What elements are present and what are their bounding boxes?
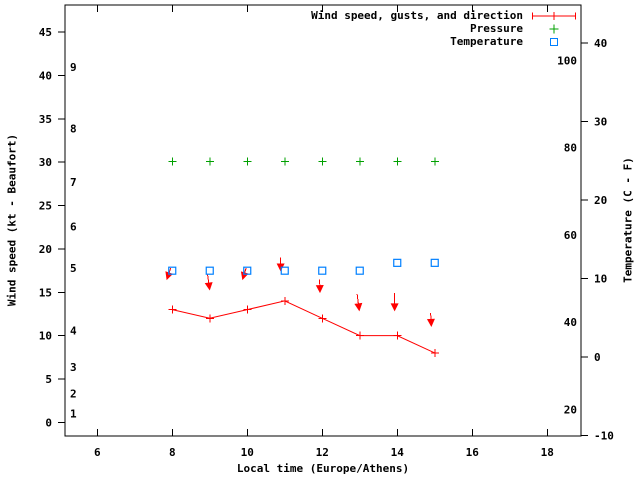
fahrenheit-label: 40 — [564, 316, 577, 329]
kt-tick-label: 5 — [45, 373, 52, 386]
celsius-tick-label: 20 — [594, 194, 607, 207]
pressure-plus-icon — [531, 23, 577, 35]
plot-border — [64, 4, 582, 437]
legend-row-pressure: Pressure — [311, 22, 577, 35]
gust-arrow-head — [204, 282, 213, 291]
wind-line-plus-icon — [531, 10, 577, 22]
legend-row-wind: Wind speed, gusts, and direction — [311, 9, 577, 22]
gust-arrow-head — [240, 271, 249, 281]
kt-tick-label: 0 — [45, 416, 52, 429]
fahrenheit-label: 60 — [564, 229, 577, 242]
legend-row-temperature: Temperature — [311, 35, 577, 48]
gust-arrow-head — [276, 263, 285, 272]
x-axis-title: Local time (Europe/Athens) — [236, 462, 410, 475]
beaufort-label: 3 — [70, 361, 77, 374]
legend-label-wind: Wind speed, gusts, and direction — [311, 9, 523, 22]
temperature-square-icon — [531, 36, 577, 48]
temperature-marker — [355, 266, 364, 275]
gust-arrow-head — [315, 285, 324, 294]
beaufort-label: 7 — [70, 176, 77, 189]
kt-tick-label: 25 — [39, 200, 52, 213]
gust-arrow-head — [390, 303, 399, 312]
kt-tick-label: 35 — [39, 113, 52, 126]
celsius-tick-label: -10 — [594, 430, 614, 443]
fahrenheit-label: 80 — [564, 142, 577, 155]
temperature-marker — [205, 266, 214, 275]
fahrenheit-label: 100 — [557, 55, 577, 68]
beaufort-label: 6 — [70, 220, 77, 233]
kt-tick-label: 45 — [39, 26, 52, 39]
legend-label-temperature: Temperature — [450, 35, 523, 48]
gust-arrow-head — [165, 271, 173, 281]
temperature-marker — [280, 266, 289, 275]
celsius-tick-label: 10 — [594, 273, 607, 286]
kt-tick-label: 10 — [39, 330, 52, 343]
temperature-marker — [318, 266, 327, 275]
temperature-marker — [243, 266, 252, 275]
kt-tick-label: 15 — [39, 286, 52, 299]
x-tick-label: 18 — [541, 446, 554, 459]
temperature-marker — [168, 266, 177, 275]
temperature-marker — [393, 258, 402, 267]
x-tick-label: 10 — [241, 446, 254, 459]
legend-label-pressure: Pressure — [470, 22, 523, 35]
x-tick-label: 8 — [169, 446, 176, 459]
wind-speed-line — [172, 300, 435, 354]
gust-arrow-head — [426, 318, 435, 327]
x-tick-label: 6 — [94, 446, 101, 459]
beaufort-label: 1 — [70, 408, 77, 421]
kt-tick-label: 20 — [39, 243, 52, 256]
legend: Wind speed, gusts, and direction Pressur… — [311, 9, 577, 48]
beaufort-label: 5 — [70, 262, 77, 275]
x-tick-label: 12 — [316, 446, 329, 459]
beaufort-label: 9 — [70, 61, 77, 74]
beaufort-label: 4 — [70, 324, 77, 337]
kt-tick-label: 40 — [39, 70, 52, 83]
gust-arrow-head — [354, 302, 363, 312]
temperature-marker — [430, 258, 439, 267]
kt-tick-label: 30 — [39, 156, 52, 169]
celsius-tick-label: 0 — [594, 351, 601, 364]
x-tick-label: 14 — [391, 446, 405, 459]
right-y-axis-title: Temperature (C - F) — [621, 157, 635, 283]
x-tick-label: 16 — [466, 446, 480, 459]
celsius-tick-label: 40 — [594, 37, 607, 50]
beaufort-label: 8 — [70, 122, 77, 135]
beaufort-label: 2 — [70, 388, 77, 401]
fahrenheit-label: 20 — [564, 403, 577, 416]
left-y-axis-title: Wind speed (kt - Beaufort) — [5, 133, 19, 307]
celsius-tick-label: 30 — [594, 116, 607, 129]
